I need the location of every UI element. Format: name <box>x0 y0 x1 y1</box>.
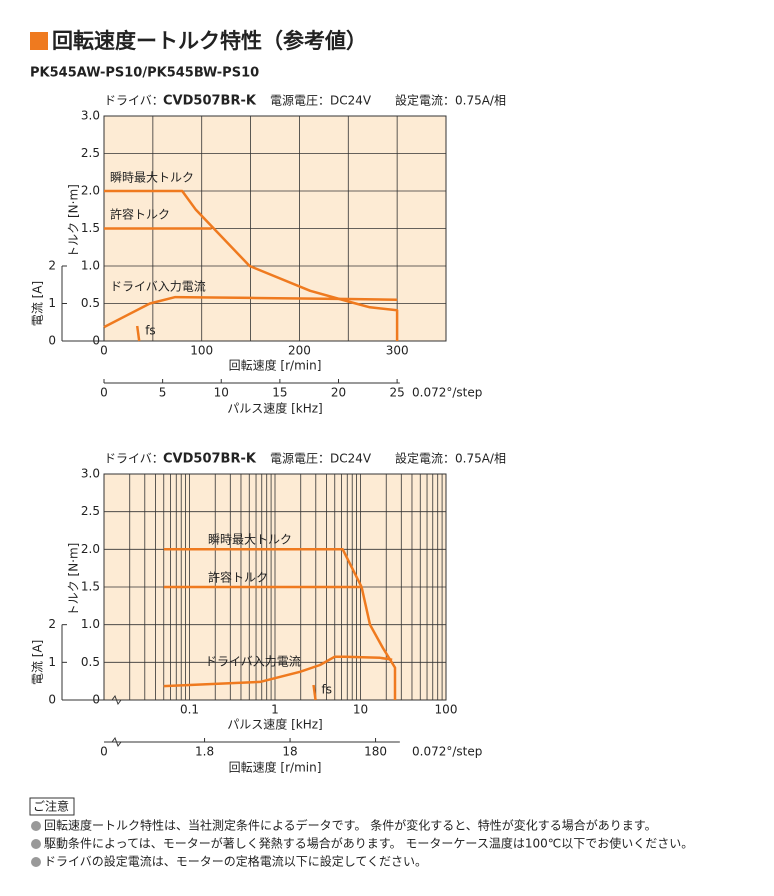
series-line <box>103 295 398 329</box>
notes-box <box>29 797 75 816</box>
x2-tick-label: 20 <box>331 386 346 400</box>
y-tick-label: 2.5 <box>81 504 100 518</box>
x2-axis-title: パルス速度 [kHz] <box>227 401 322 416</box>
y-tick-label: 1.0 <box>81 617 100 631</box>
page-subtitle: PK545AW-PS10/PK545BW-PS10 <box>30 66 259 81</box>
y-tick-label: 3.0 <box>81 109 100 123</box>
y2-axis-title: 電流 [A] <box>31 640 45 685</box>
y-tick-label: 0.5 <box>81 655 100 669</box>
series-label: 瞬時最大トルク <box>110 171 194 185</box>
series-label: ドライバ入力電流 <box>205 655 301 669</box>
driver-name: CVD507BR-K <box>163 452 257 467</box>
note-bullet <box>31 821 41 831</box>
series-label: ドライバ入力電流 <box>110 280 206 294</box>
x-tick-label: 1 <box>271 703 279 717</box>
plot-frame <box>103 473 447 701</box>
y-tick-label: 1.5 <box>81 221 100 235</box>
x2-tick-label: 5 <box>159 386 167 400</box>
x-tick-label: 200 <box>288 344 311 358</box>
fs-label: fs <box>145 324 155 338</box>
note-item: ドライバの設定電流は、モーターの定格電流以下に設定してください。 <box>44 854 427 869</box>
y-tick-label: 2.5 <box>81 146 100 160</box>
driver-label: ドライバ： <box>104 94 164 108</box>
axis-break <box>111 736 122 748</box>
supply-voltage: 電源電圧：DC24V <box>270 452 372 466</box>
fs-label: fs <box>322 683 332 697</box>
y-tick-label: 2.0 <box>81 542 100 556</box>
x-tick-label: 100 <box>190 344 213 358</box>
note-bullet <box>31 857 41 867</box>
x2-tick-label: 25 <box>389 386 404 400</box>
series-label: 瞬時最大トルク <box>208 533 292 547</box>
title-marker <box>30 32 48 50</box>
note-item: 回転速度ートルク特性は、当社測定条件によるデータです。 条件が変化すると、特性が… <box>44 818 657 833</box>
x2-tick-label: 0 <box>100 386 108 400</box>
fs-marker <box>135 325 141 342</box>
x2-tick-label: 15 <box>272 386 287 400</box>
x2-tick-label: 18 <box>282 745 297 759</box>
supply-voltage: 電源電圧：DC24V <box>270 94 372 108</box>
y2-axis-title: 電流 [A] <box>31 281 45 326</box>
y-tick-label: 3.0 <box>81 467 100 481</box>
fs-marker <box>312 684 317 701</box>
x-tick-label: 300 <box>386 344 409 358</box>
current-setting: 設定電流：0.75A/相 <box>395 93 506 108</box>
x2-tick-label: 10 <box>214 386 229 400</box>
x2-unit: 0.072°/step <box>412 745 482 759</box>
y2-tick-label: 1 <box>48 296 56 310</box>
page-title: 回転速度ートルク特性（参考値） <box>52 29 367 53</box>
note-bullet <box>31 839 41 849</box>
x2-tick-label: 1.8 <box>195 745 214 759</box>
y-tick-label: 1.5 <box>81 580 100 594</box>
driver-label: ドライバ： <box>104 452 164 466</box>
x-axis-title: 回転速度 [r/min] <box>229 358 322 373</box>
y-tick-label: 2.0 <box>81 184 100 198</box>
y-axis-title: トルク [N·m] <box>67 543 81 617</box>
x-axis-title: パルス速度 [kHz] <box>227 717 322 732</box>
y2-tick-label: 0 <box>48 693 56 707</box>
note-item: 駆動条件によっては、モーターが著しく発熱する場合があります。 モーターケース温度… <box>44 836 693 851</box>
x-tick-label: 10 <box>353 703 368 717</box>
x2-unit: 0.072°/step <box>412 386 482 400</box>
y2-tick-label: 0 <box>48 334 56 348</box>
x2-origin-label: 0 <box>100 745 108 759</box>
series-line <box>163 655 393 688</box>
y-tick-label: 0.5 <box>81 296 100 310</box>
series-label: 許容トルク <box>208 570 268 585</box>
driver-name: CVD507BR-K <box>163 94 257 109</box>
series-line <box>104 189 399 341</box>
notes-heading: ご注意 <box>33 799 69 814</box>
axis-break <box>111 694 122 706</box>
x2-axis-title: 回転速度 [r/min] <box>229 760 322 775</box>
x2-tick-label: 180 <box>364 745 387 759</box>
y2-tick-label: 2 <box>48 617 56 631</box>
x-tick-label: 100 <box>435 703 458 717</box>
y-tick-label: 1.0 <box>81 259 100 273</box>
y2-tick-label: 1 <box>48 655 56 669</box>
y2-tick-label: 2 <box>48 259 56 273</box>
series-line <box>163 548 397 700</box>
y-axis-title: トルク [N·m] <box>67 184 81 258</box>
current-setting: 設定電流：0.75A/相 <box>395 451 506 466</box>
series-label: 許容トルク <box>110 207 170 222</box>
x-tick-label: 0 <box>100 344 108 358</box>
x-tick-label: 0.1 <box>180 703 199 717</box>
